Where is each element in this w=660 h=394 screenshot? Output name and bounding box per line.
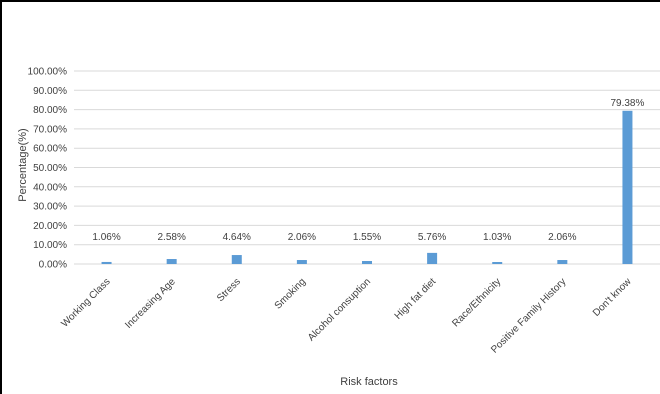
y-tick-label: 70.00% (33, 124, 67, 135)
y-tick-label: 20.00% (33, 221, 67, 232)
bar (166, 259, 177, 264)
x-tick-label: Alcohol consuption (306, 276, 373, 343)
bar (296, 260, 307, 264)
y-tick-label: 40.00% (33, 182, 67, 193)
y-tick-label: 60.00% (33, 144, 67, 155)
bar (231, 255, 242, 264)
bar (101, 261, 112, 264)
x-tick-label: Working Class (59, 276, 112, 329)
bar (427, 252, 438, 264)
data-label: 4.64% (223, 232, 251, 243)
y-tick-label: 0.00% (39, 260, 67, 271)
data-labels: 1.06% 2.58% 4.64% 2.06% 1.55% 5.76% 1.03% 2.06%… (92, 98, 644, 243)
y-tick-label: 80.00% (33, 105, 67, 116)
data-label: 2.06% (288, 232, 316, 243)
data-label: 79.38% (610, 98, 644, 109)
y-tick-label: 30.00% (33, 202, 67, 213)
data-label: 5.76% (418, 232, 446, 243)
data-label: 1.03% (483, 232, 511, 243)
bars (101, 110, 633, 264)
bar (492, 262, 503, 264)
x-tick-label: Stress (215, 276, 243, 304)
x-tick-label: Smoking (273, 276, 308, 311)
x-tick-label: Race/Ethnicity (450, 276, 503, 329)
data-label: 2.58% (157, 232, 185, 243)
x-tick-label: Don't know (591, 276, 634, 319)
y-tick-labels: 0.00% 10.00% 20.00% 30.00% 40.00% 50.00% 60.00… (28, 67, 68, 271)
x-tick-labels: Working Class Increasing Age Stress Smoking… (59, 276, 634, 356)
bar (557, 260, 568, 264)
x-tick-label: Increasing Age (123, 276, 178, 331)
bar (362, 261, 372, 264)
y-axis-title: Percentage(%) (17, 128, 29, 201)
data-label: 1.06% (92, 232, 120, 243)
data-label: 2.06% (548, 232, 576, 243)
x-tick-label: High fat diet (393, 276, 439, 322)
data-label: 1.55% (353, 232, 381, 243)
y-tick-label: 50.00% (33, 163, 67, 174)
x-tick-label: Positive Family History (489, 276, 568, 355)
y-tick-label: 90.00% (33, 86, 67, 97)
y-tick-label: 100.00% (28, 67, 68, 78)
x-axis-title: Risk factors (340, 376, 398, 388)
bar (622, 110, 633, 264)
y-tick-label: 10.00% (33, 240, 67, 251)
